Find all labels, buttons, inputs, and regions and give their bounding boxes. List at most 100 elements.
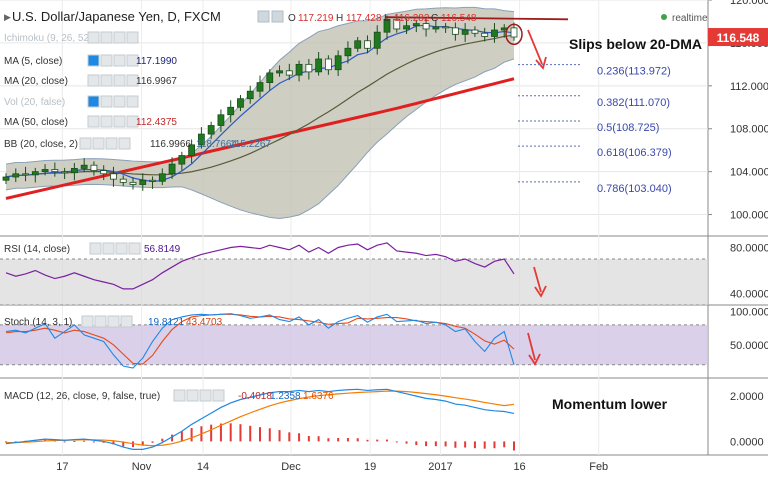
indicator-value: 117.1990 — [136, 56, 177, 67]
ma20-line — [5, 34, 515, 178]
indicator-value: 112.4375 — [136, 117, 177, 128]
rsi-down-arrow-head — [534, 285, 547, 298]
indicator-button-icon — [87, 74, 100, 87]
rsi-tick-label: 80.0000 — [730, 243, 768, 255]
candle-body — [110, 173, 117, 180]
candle-body — [442, 26, 450, 29]
time-axis-label: 17 — [56, 461, 68, 473]
indicator-button-icon — [105, 137, 118, 150]
candle-body — [2, 176, 10, 181]
macd-histogram-bar — [395, 441, 398, 443]
stoch-down-arrow-head — [528, 353, 541, 366]
fib-level-label: 0.5(108.725) — [597, 122, 659, 134]
candle-body — [237, 98, 244, 108]
macd-histogram-bar — [239, 424, 242, 442]
macd-histogram-bar — [268, 428, 271, 442]
time-axis-label: 2017 — [428, 461, 452, 473]
candle-body — [481, 32, 489, 37]
macd-histogram-bar — [473, 441, 476, 449]
indicator-button-icon — [89, 242, 102, 255]
indicator-button-icon — [126, 31, 139, 44]
macd-histogram-bar — [14, 441, 17, 443]
macd-histogram-bar — [73, 440, 76, 442]
indicator-button-icon — [199, 389, 212, 402]
macd-histogram-bar — [366, 439, 369, 442]
candle-body — [403, 25, 410, 30]
macd-histogram-bar — [259, 427, 261, 442]
fib-level-label: 0.786(103.040) — [597, 183, 672, 195]
indicator-button-icon — [87, 95, 100, 108]
stoch-k-line — [5, 313, 515, 369]
ohlc-value: 116.548 — [441, 13, 477, 24]
macd-value: 1.2358 — [270, 391, 301, 402]
last-price-tag — [708, 28, 768, 47]
candle-body — [168, 163, 176, 175]
macd-histogram-bar — [415, 441, 418, 446]
down-arrow-head — [535, 56, 547, 70]
stoch-band — [0, 324, 708, 365]
stoch-tick-label: 100.0000 — [730, 307, 768, 319]
price-tick-label: 104.000 — [730, 167, 768, 179]
indicator-button-icon — [128, 242, 141, 255]
realtime-label: realtime — [672, 13, 708, 24]
indicator-button-icon — [107, 315, 120, 328]
indicator-value: 116.9967 — [136, 76, 177, 87]
rsi-label: RSI (14, close) — [4, 244, 70, 255]
indicator-value: 116.9966 — [150, 139, 191, 150]
indicator-button-icon — [113, 95, 126, 108]
indicator-button-icon — [113, 115, 126, 128]
ohlc-value: L — [384, 13, 390, 24]
ohlc-value: 116.282 — [394, 13, 430, 24]
chart-title: U.S. Dollar/Japanese Yen, D, FXCM — [12, 9, 221, 24]
realtime-dot-icon — [661, 14, 667, 20]
candle-body — [354, 40, 362, 49]
collapse-arrow-icon: ▶ — [4, 12, 11, 22]
macd-histogram-bar — [141, 441, 144, 446]
macd-histogram-bar — [83, 440, 86, 442]
candle-body — [451, 27, 459, 35]
macd-tick-label: 0.0000 — [730, 436, 764, 448]
candle-body — [188, 144, 196, 156]
indicator-button-icon — [94, 315, 107, 328]
annotation-momentum-lower: Momentum lower — [552, 396, 668, 412]
last-candle-circle — [505, 23, 523, 46]
macd-histogram-bar — [444, 441, 447, 447]
bollinger-band-fill — [6, 7, 514, 219]
stoch-label: Stoch (14, 3, 1) — [4, 317, 72, 328]
rsi-line — [5, 242, 515, 290]
macd-histogram-bar — [376, 439, 379, 442]
macd-tick-label: 2.0000 — [730, 391, 764, 403]
candle-body — [61, 171, 69, 174]
candle-body — [100, 170, 108, 175]
stoch-k-value: 19.8121 — [148, 317, 185, 328]
indicator-button-icon — [79, 137, 92, 150]
macd-histogram-bar — [386, 439, 388, 442]
indicator-button-icon — [120, 315, 133, 328]
candle-body — [129, 181, 137, 185]
eye-icon — [271, 10, 284, 23]
macd-histogram-bar — [317, 436, 320, 442]
macd-histogram-bar — [219, 423, 222, 442]
fib-level-label: 0.618(106.379) — [597, 147, 672, 159]
candle-body — [80, 164, 88, 169]
macd-signal-value: 1.6376 — [303, 391, 334, 402]
candle-body — [412, 23, 420, 27]
macd-histogram-bar — [229, 423, 232, 442]
candle-body — [383, 18, 391, 33]
price-tick-label: 100.000 — [730, 210, 768, 222]
macd-histogram-bar — [327, 438, 330, 442]
macd-histogram-bar — [171, 434, 174, 442]
candle-body — [305, 63, 313, 73]
macd-histogram-bar — [405, 441, 408, 444]
indicator-button-icon — [113, 74, 126, 87]
macd-histogram-bar — [249, 425, 252, 442]
price-axis-background — [708, 0, 768, 479]
indicator-button-icon — [126, 54, 139, 67]
time-axis-label: 14 — [197, 461, 209, 473]
indicator-button-icon — [118, 137, 131, 150]
candle-body — [149, 179, 156, 182]
candle-body — [422, 23, 430, 30]
candle-body — [139, 179, 147, 185]
macd-histogram-bar — [190, 428, 193, 442]
annotation-slips-below-20dma: Slips below 20-DMA — [569, 36, 702, 52]
